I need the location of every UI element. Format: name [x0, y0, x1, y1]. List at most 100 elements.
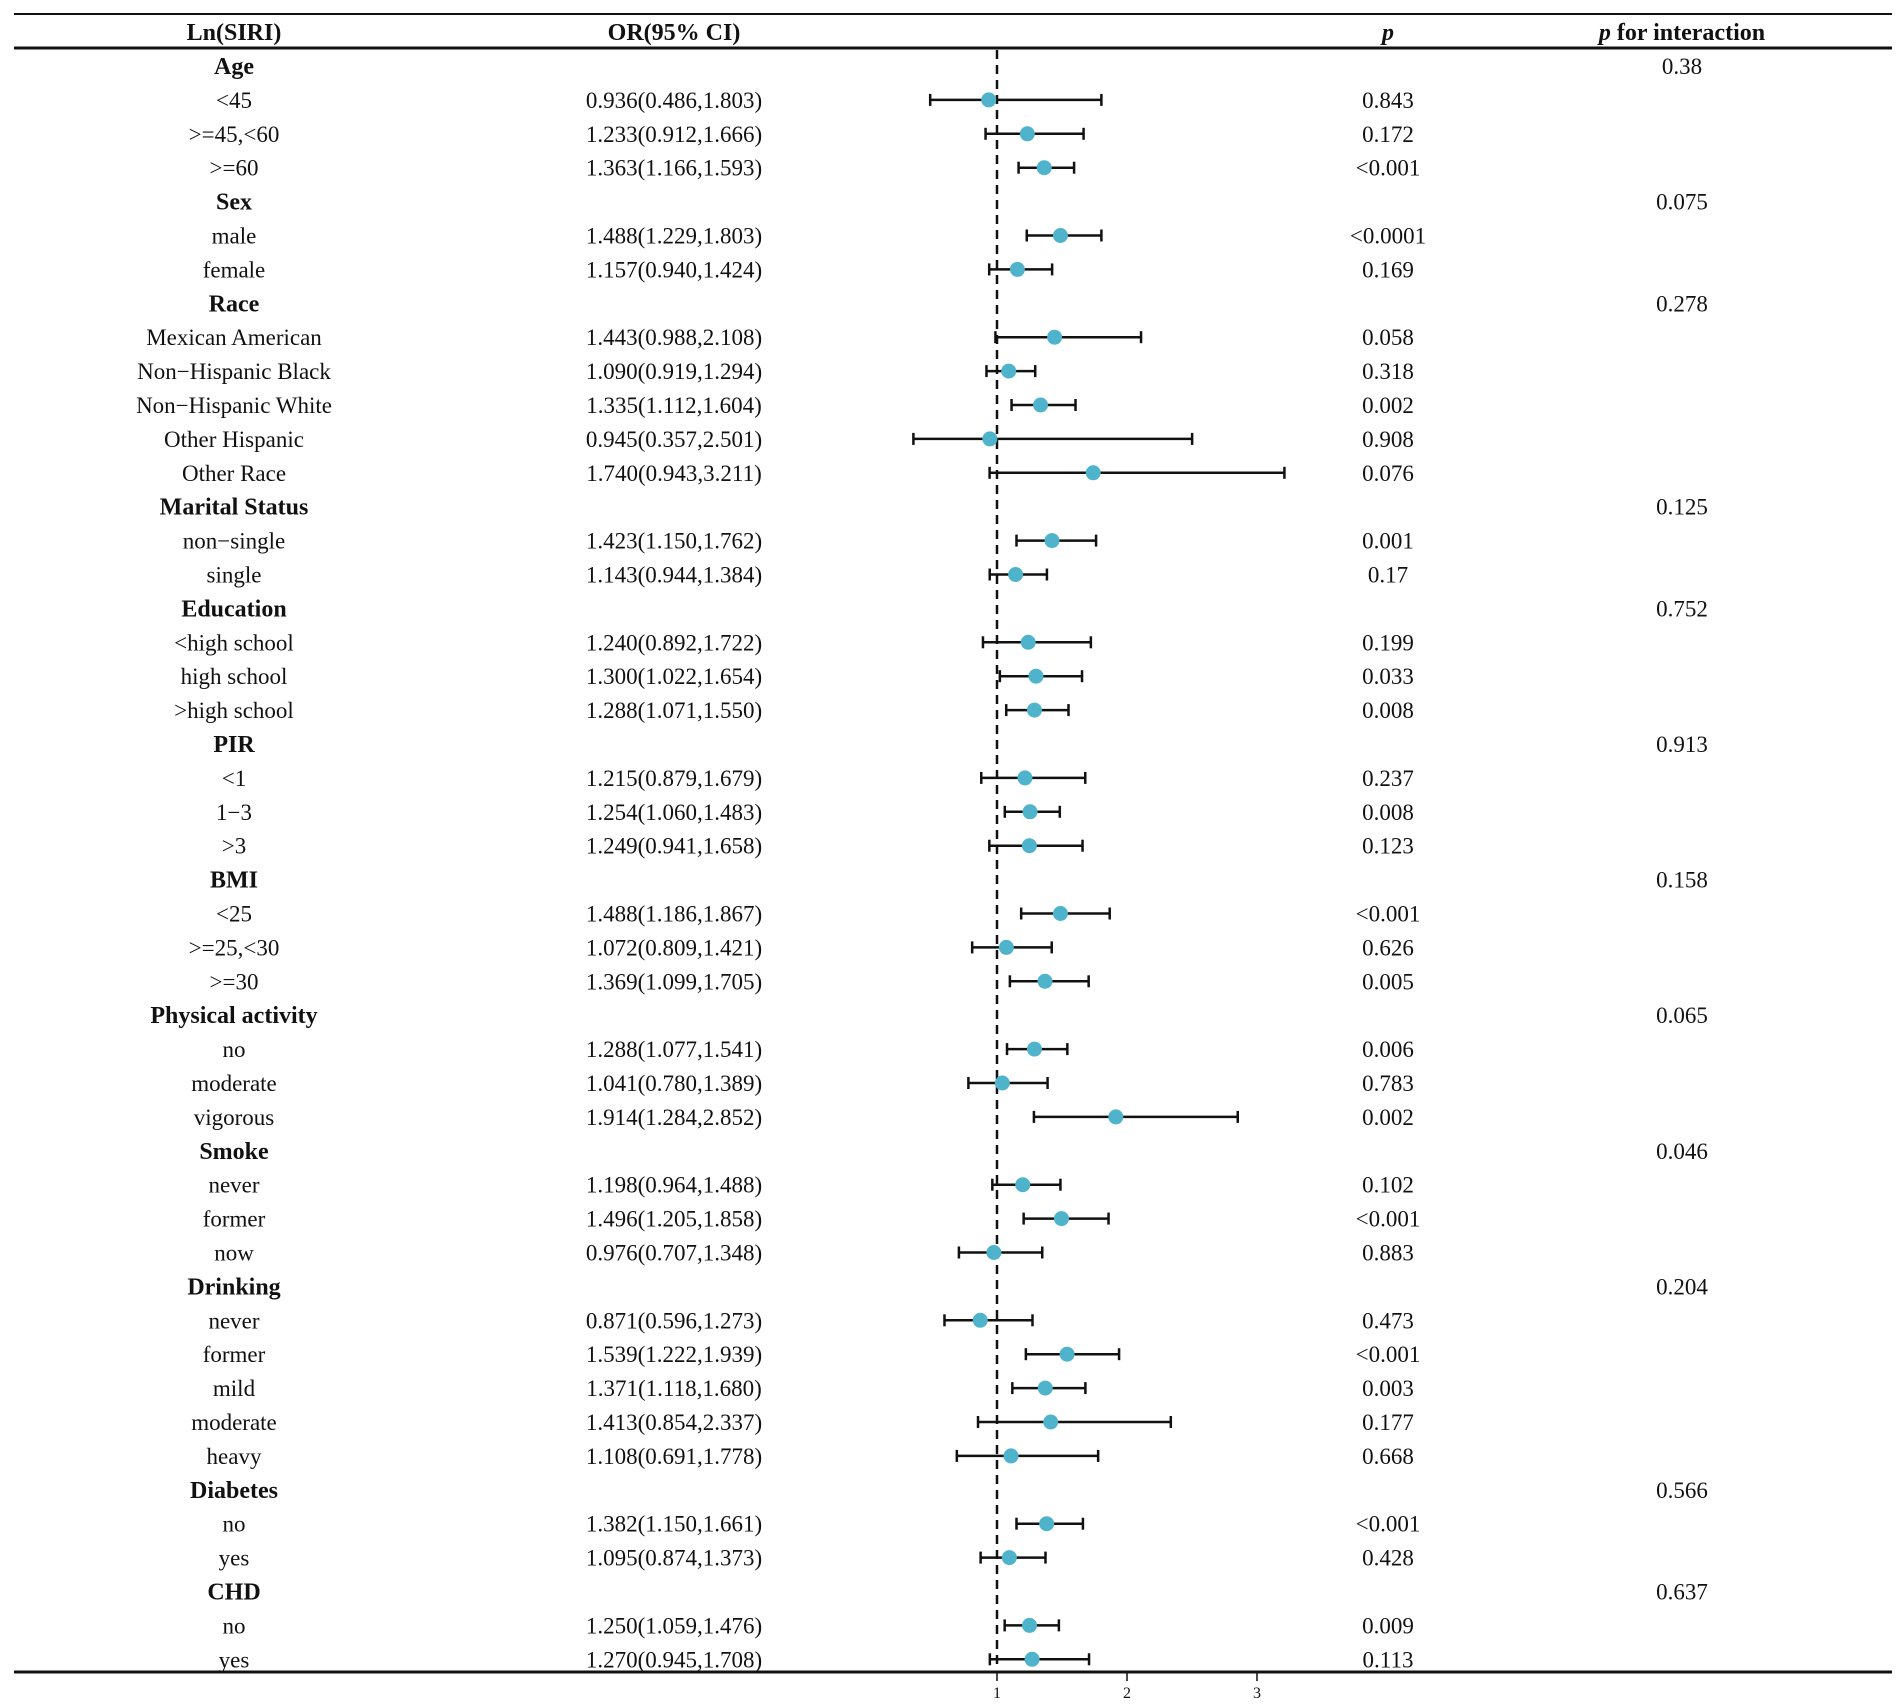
or-point [1008, 567, 1024, 582]
subgroup-label: >high school [174, 698, 294, 723]
or-point [1037, 1380, 1053, 1396]
or-point [1052, 228, 1068, 243]
p-value: 0.668 [1362, 1444, 1414, 1469]
interaction-p-value: 0.278 [1656, 291, 1708, 316]
subgroup-label: <1 [222, 766, 246, 791]
or-ci-value: 1.371(1.118,1.680) [586, 1376, 761, 1401]
p-value: 0.783 [1362, 1071, 1414, 1096]
subgroup-label: Other Hispanic [164, 427, 304, 452]
or-ci-value: 0.945(0.357,2.501) [586, 427, 762, 452]
group-label: Diabetes [190, 1478, 278, 1504]
subgroup-label: no [223, 1037, 246, 1062]
or-ci-value: 1.288(1.077,1.541) [586, 1037, 762, 1062]
subgroup-label: former [203, 1342, 266, 1367]
p-value: <0.001 [1356, 1207, 1421, 1232]
or-ci-value: 1.108(0.691,1.778) [586, 1444, 762, 1469]
p-value: <0.001 [1356, 1512, 1421, 1537]
subgroup-label: Non−Hispanic Black [137, 359, 331, 384]
p-value: 0.473 [1362, 1308, 1414, 1333]
or-point [1001, 363, 1017, 379]
or-point [1037, 973, 1053, 989]
or-ci-value: 1.270(0.945,1.708) [586, 1647, 762, 1672]
p-value: 0.172 [1362, 122, 1414, 147]
subgroup-label: heavy [207, 1444, 262, 1469]
p-value: 0.003 [1362, 1376, 1414, 1401]
p-value: 0.076 [1362, 461, 1414, 486]
p-value: 0.002 [1362, 1105, 1414, 1130]
p-value: 0.883 [1362, 1241, 1414, 1266]
interaction-p-value: 0.075 [1656, 190, 1708, 215]
or-ci-value: 1.363(1.166,1.593) [586, 156, 762, 181]
subgroup-label: Non−Hispanic White [136, 393, 332, 418]
p-value: <0.001 [1356, 1342, 1421, 1367]
or-column-header: OR(95% CI) [608, 20, 741, 46]
x-axis: 1 2 3 [993, 1673, 1261, 1702]
p-value: 0.169 [1362, 257, 1414, 282]
or-ci-value: 1.914(1.284,2.852) [586, 1105, 762, 1130]
p-value: 0.058 [1362, 325, 1414, 350]
subgroup-label: Other Race [182, 461, 286, 486]
subgroup-label: no [223, 1613, 246, 1638]
subgroup-label: never [208, 1308, 259, 1333]
or-point [1001, 1550, 1017, 1566]
or-point [1039, 1516, 1055, 1532]
or-ci-value: 1.488(1.229,1.803) [586, 224, 762, 249]
p-value: 0.005 [1362, 969, 1414, 994]
interaction-p-value: 0.065 [1656, 1003, 1708, 1028]
or-ci-value: 1.198(0.964,1.488) [586, 1173, 762, 1198]
x-tick-label: 3 [1253, 1685, 1261, 1702]
or-point [1024, 1651, 1040, 1667]
or-ci-value: 1.300(1.022,1.654) [586, 664, 762, 689]
or-point [1052, 906, 1068, 921]
or-ci-value: 1.254(1.060,1.483) [586, 800, 762, 825]
p-value: 0.113 [1363, 1647, 1414, 1672]
group-label: Smoke [199, 1139, 269, 1165]
p-value: 0.009 [1362, 1613, 1414, 1638]
or-ci-value: 1.041(0.780,1.389) [586, 1071, 762, 1096]
or-point [1015, 1177, 1031, 1193]
p-value: 0.006 [1362, 1037, 1414, 1062]
subgroup-label: mild [213, 1376, 256, 1401]
or-point [1043, 1414, 1059, 1430]
subgroup-label: 1−3 [216, 800, 252, 825]
or-ci-value: 1.443(0.988,2.108) [586, 325, 762, 350]
or-ci-value: 1.215(0.879,1.679) [586, 766, 762, 791]
or-ci-value: 1.143(0.944,1.384) [586, 563, 762, 588]
or-point [982, 431, 998, 447]
or-ci-value: 1.335(1.112,1.604) [586, 393, 761, 418]
or-point [1033, 397, 1049, 413]
p-value: 0.843 [1362, 88, 1414, 113]
table-rows: Age 0.38 <45 0.936(0.486,1.803) 0.843 >=45,<6… [136, 54, 1708, 1672]
subgroup-label: >=60 [210, 156, 259, 181]
or-point [1036, 160, 1052, 176]
p-value: 0.008 [1362, 800, 1414, 825]
subgroup-label: no [223, 1512, 246, 1537]
subgroup-label: female [203, 257, 266, 282]
or-point [1022, 1617, 1037, 1633]
subgroup-label: moderate [191, 1071, 277, 1096]
or-point [1019, 126, 1035, 142]
interaction-p-value: 0.125 [1656, 495, 1708, 520]
or-ci-value: 1.413(0.854,2.337) [586, 1410, 762, 1435]
p-value: 0.002 [1362, 393, 1414, 418]
subgroup-label: <25 [216, 902, 252, 927]
or-ci-value: 0.936(0.486,1.803) [586, 88, 762, 113]
interaction-p-value: 0.204 [1656, 1274, 1708, 1299]
or-ci-value: 1.250(1.059,1.476) [586, 1613, 762, 1638]
x-tick-label: 1 [993, 1685, 1001, 1702]
p-value: 0.177 [1362, 1410, 1414, 1435]
subgroup-label: high school [181, 664, 288, 689]
group-label: Education [181, 596, 286, 622]
or-point [1026, 1041, 1042, 1057]
or-ci-value: 1.488(1.186,1.867) [586, 902, 762, 927]
or-point [1053, 1211, 1069, 1227]
or-ci-value: 1.090(0.919,1.294) [586, 359, 762, 384]
or-ci-value: 0.871(0.596,1.273) [586, 1308, 762, 1333]
or-ci-value: 1.740(0.943,3.211) [586, 461, 761, 486]
or-ci-value: 1.157(0.940,1.424) [586, 257, 762, 282]
subgroup-label: >3 [222, 834, 246, 859]
subgroup-label: yes [219, 1647, 250, 1672]
interaction-p-value: 0.752 [1656, 596, 1708, 621]
p-value: 0.033 [1362, 664, 1414, 689]
or-point [1017, 770, 1033, 786]
